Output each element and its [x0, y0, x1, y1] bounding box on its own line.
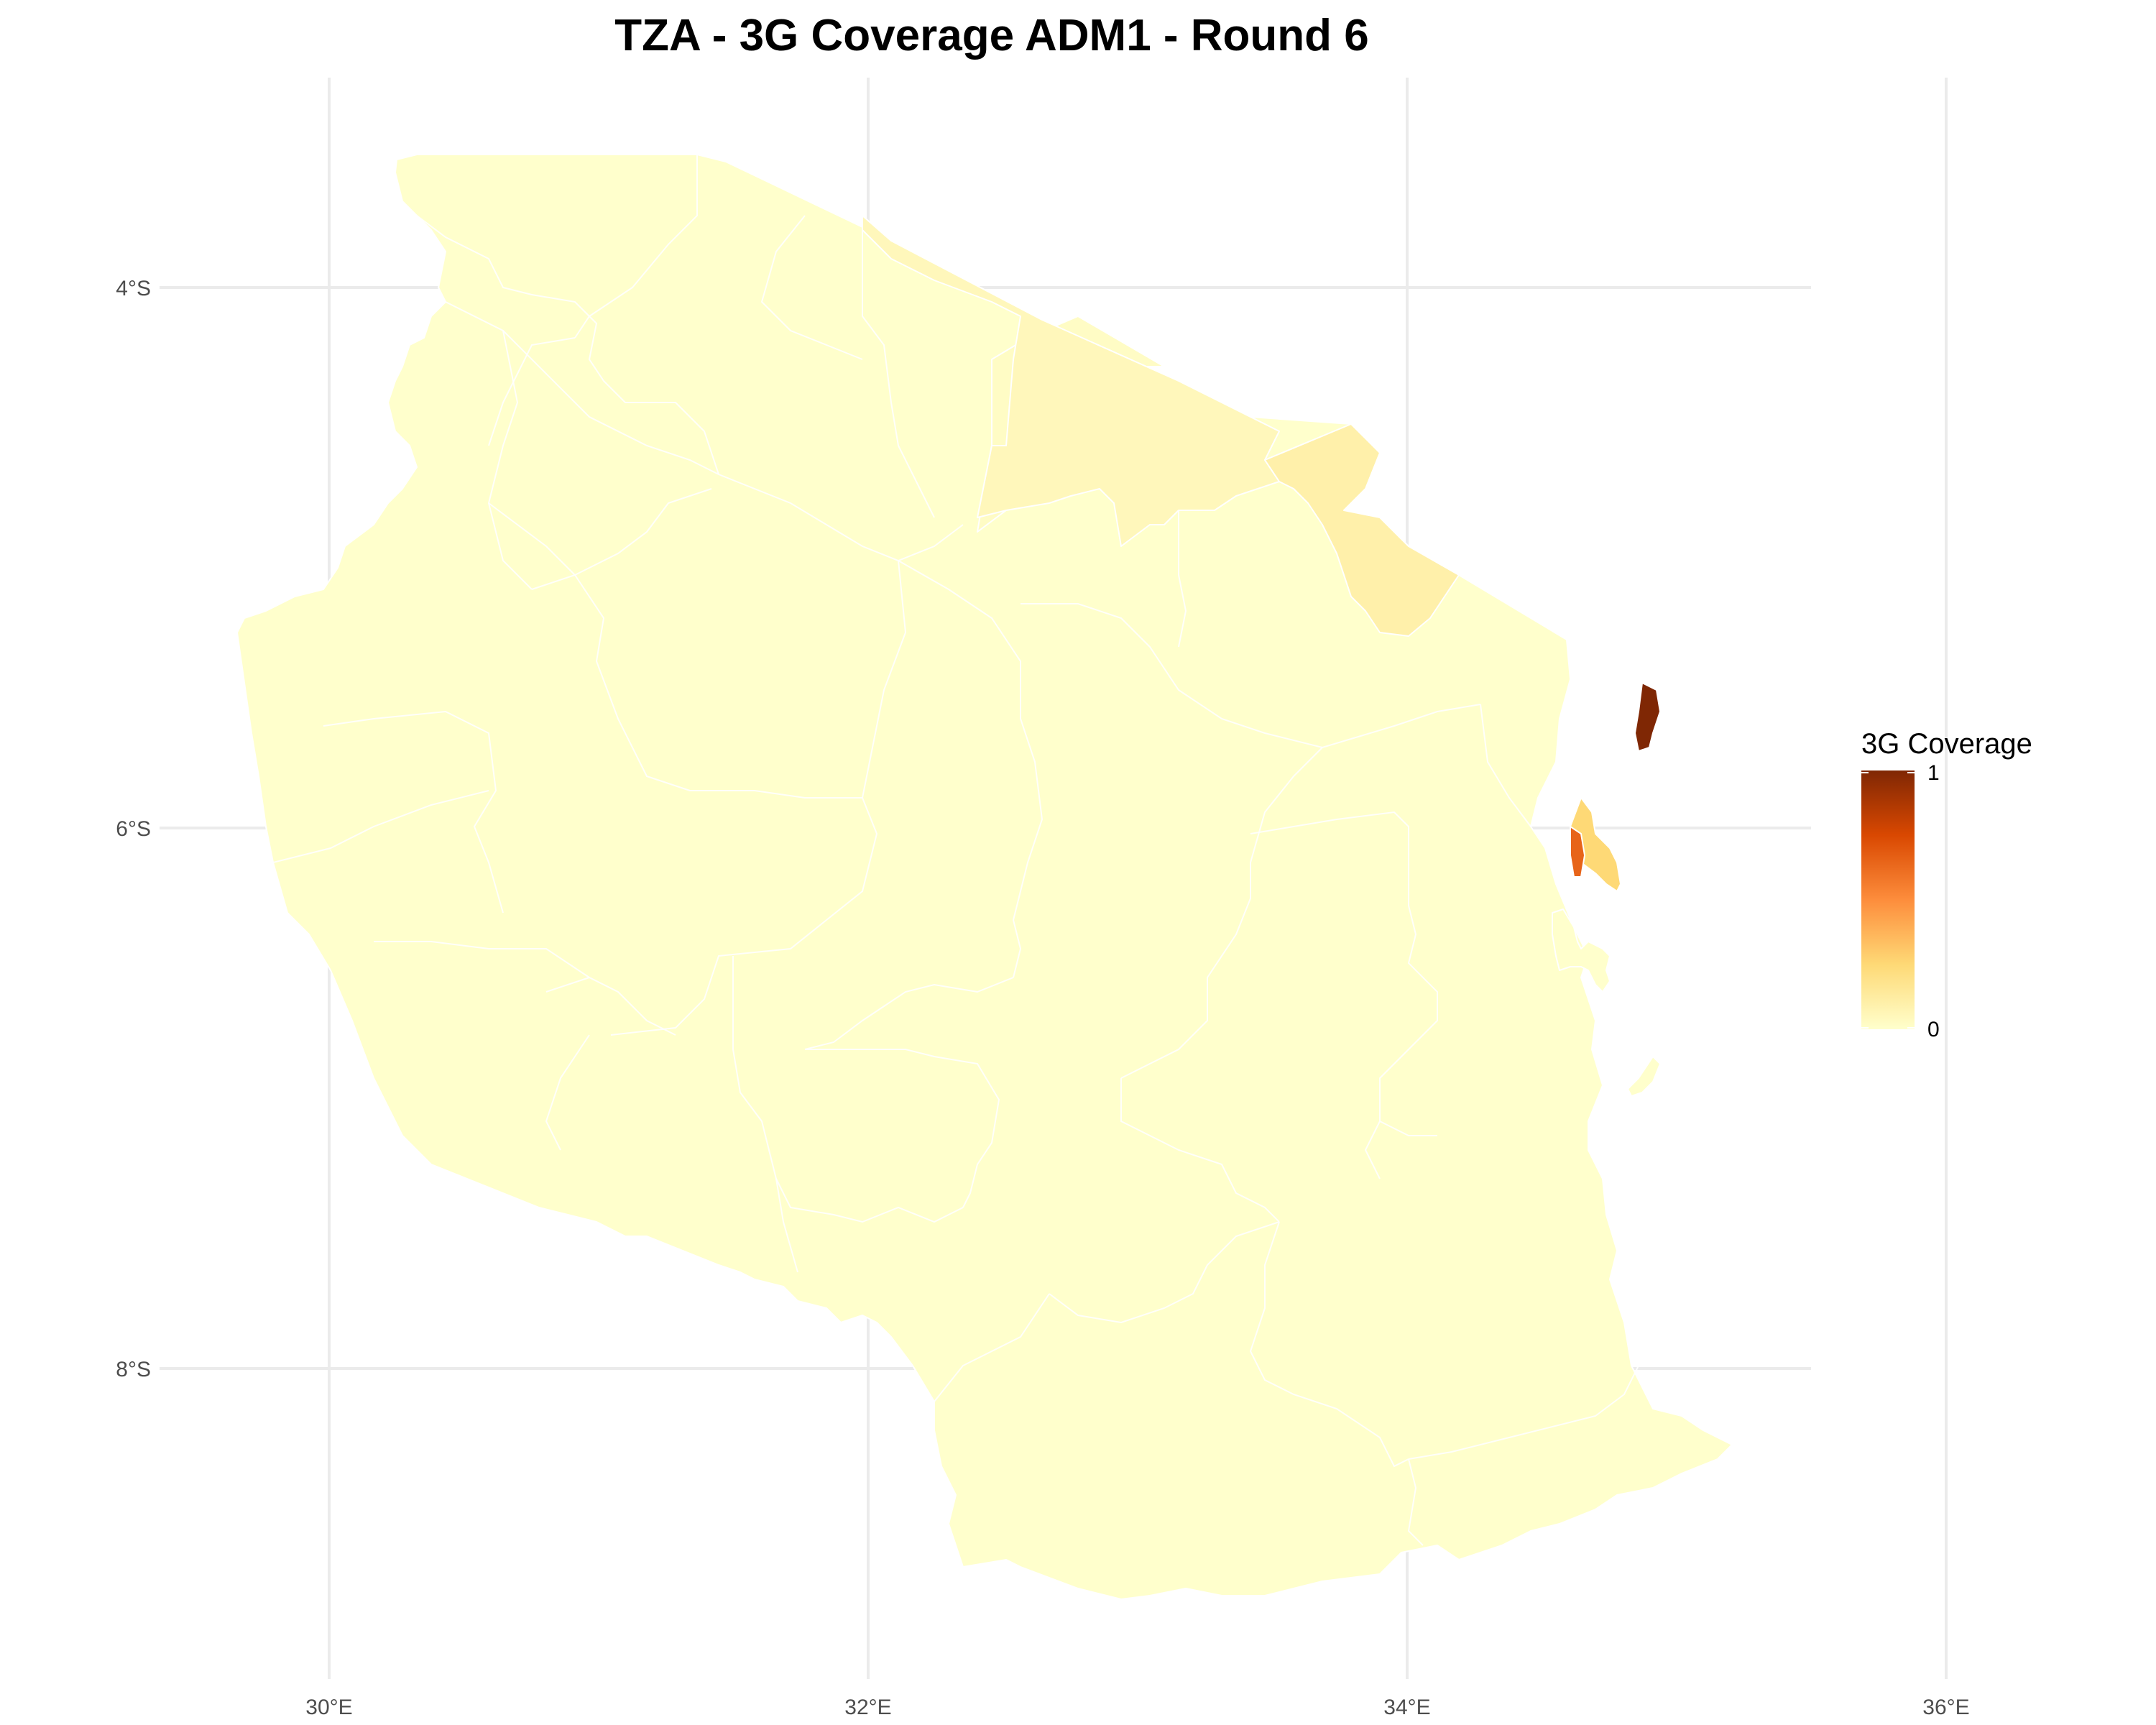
admin-boundary-line [898, 560, 1044, 978]
admin-boundary-line [374, 941, 590, 978]
x-axis-tick-labels: 30°E32°E34°E36°E38°E40°E [305, 1696, 1969, 1719]
legend-title: 3G Coverage [1861, 728, 2032, 760]
region-polygon [1552, 908, 1611, 993]
region-polygons [236, 154, 1733, 1600]
y-tick-label: 4°S [116, 277, 151, 300]
admin-boundary-line [610, 790, 878, 1036]
x-tick-label: 36°E [1922, 1696, 1969, 1719]
x-tick-label: 30°E [305, 1696, 352, 1719]
admin-boundary-line [487, 330, 533, 590]
admin-boundary-line [805, 1049, 1000, 1208]
admin-boundary-line [1049, 1221, 1280, 1324]
admin-boundary-line [732, 956, 798, 1273]
admin-boundary-line [323, 710, 504, 914]
admin-boundary-line [775, 1178, 964, 1223]
region-polygon [1627, 1056, 1661, 1097]
admin-boundary-line [1120, 747, 1323, 1079]
legend: 3G Coverage 1 0 [1861, 728, 2032, 1041]
admin-boundary-line [488, 502, 755, 791]
admin-boundary-line [718, 474, 964, 562]
admin-boundary-line [545, 1034, 590, 1151]
y-axis-tick-labels: 2°S4°S6°S8°S10°S12°S [116, 277, 151, 1381]
region-polygon [236, 154, 1733, 1600]
region-polygon [1570, 826, 1585, 878]
admin-boundary-line [1021, 603, 1481, 749]
admin-boundary-line [1407, 1458, 1424, 1546]
legend-colorbar [1861, 770, 1915, 1029]
admin-boundary-line [862, 560, 907, 799]
admin-boundary-line [1250, 811, 1438, 1136]
admin-boundary-line [1408, 1365, 1639, 1460]
admin-boundary-line [545, 976, 676, 1036]
region-polygon [1634, 682, 1661, 752]
region-polygon [1264, 423, 1460, 637]
map-title: TZA - 3G Coverage ADM1 - Round 6 [614, 11, 1369, 60]
admin-boundary-line [1480, 704, 1531, 827]
x-tick-label: 34°E [1383, 1696, 1430, 1719]
admin-boundary-line [760, 215, 863, 360]
x-tick-label: 32°E [844, 1696, 891, 1719]
admin-boundary-line [531, 488, 712, 590]
admin-boundary-line [1120, 1078, 1280, 1223]
admin-boundary-line [1364, 1121, 1381, 1179]
legend-min-label: 0 [1927, 1018, 1940, 1041]
admin-boundary-line [416, 215, 719, 475]
admin-boundary-line [488, 337, 576, 446]
admin-boundary-line [804, 977, 1014, 1050]
admin-boundary-line [862, 230, 935, 518]
admin-boundary-line [1178, 510, 1187, 648]
region-polygon [862, 215, 1280, 547]
legend-max-label: 1 [1927, 761, 1940, 785]
y-tick-label: 6°S [116, 817, 151, 841]
y-tick-label: 8°S [116, 1358, 151, 1381]
admin-boundary-line [574, 155, 698, 339]
admin-boundary-line [272, 790, 489, 863]
admin-boundary-line [1249, 1221, 1409, 1468]
admin-boundary-line [934, 1293, 1050, 1402]
